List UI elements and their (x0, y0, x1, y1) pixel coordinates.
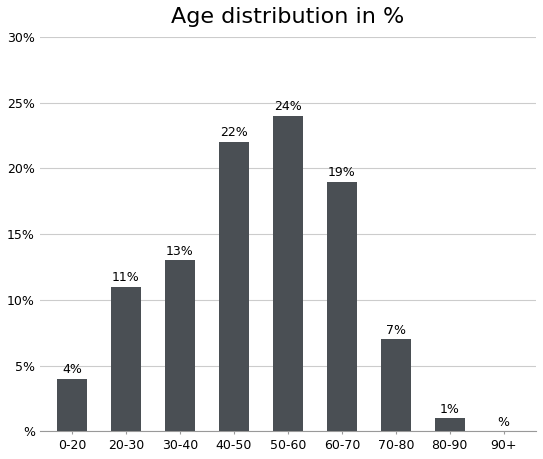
Text: 13%: 13% (166, 245, 194, 258)
Bar (219, 142, 249, 431)
Bar (381, 339, 411, 431)
Bar (57, 379, 87, 431)
Text: 19%: 19% (328, 166, 356, 179)
Text: 4%: 4% (62, 363, 82, 376)
Text: 22%: 22% (220, 126, 248, 140)
Bar (435, 418, 465, 431)
Text: 7%: 7% (386, 324, 406, 337)
Text: 24%: 24% (274, 100, 302, 113)
Text: 11%: 11% (112, 271, 140, 284)
Text: 1%: 1% (440, 403, 460, 416)
Bar (165, 260, 195, 431)
Bar (273, 116, 302, 431)
Bar (327, 181, 357, 431)
Bar (111, 287, 141, 431)
Text: %: % (498, 416, 510, 429)
Title: Age distribution in %: Age distribution in % (171, 7, 405, 27)
